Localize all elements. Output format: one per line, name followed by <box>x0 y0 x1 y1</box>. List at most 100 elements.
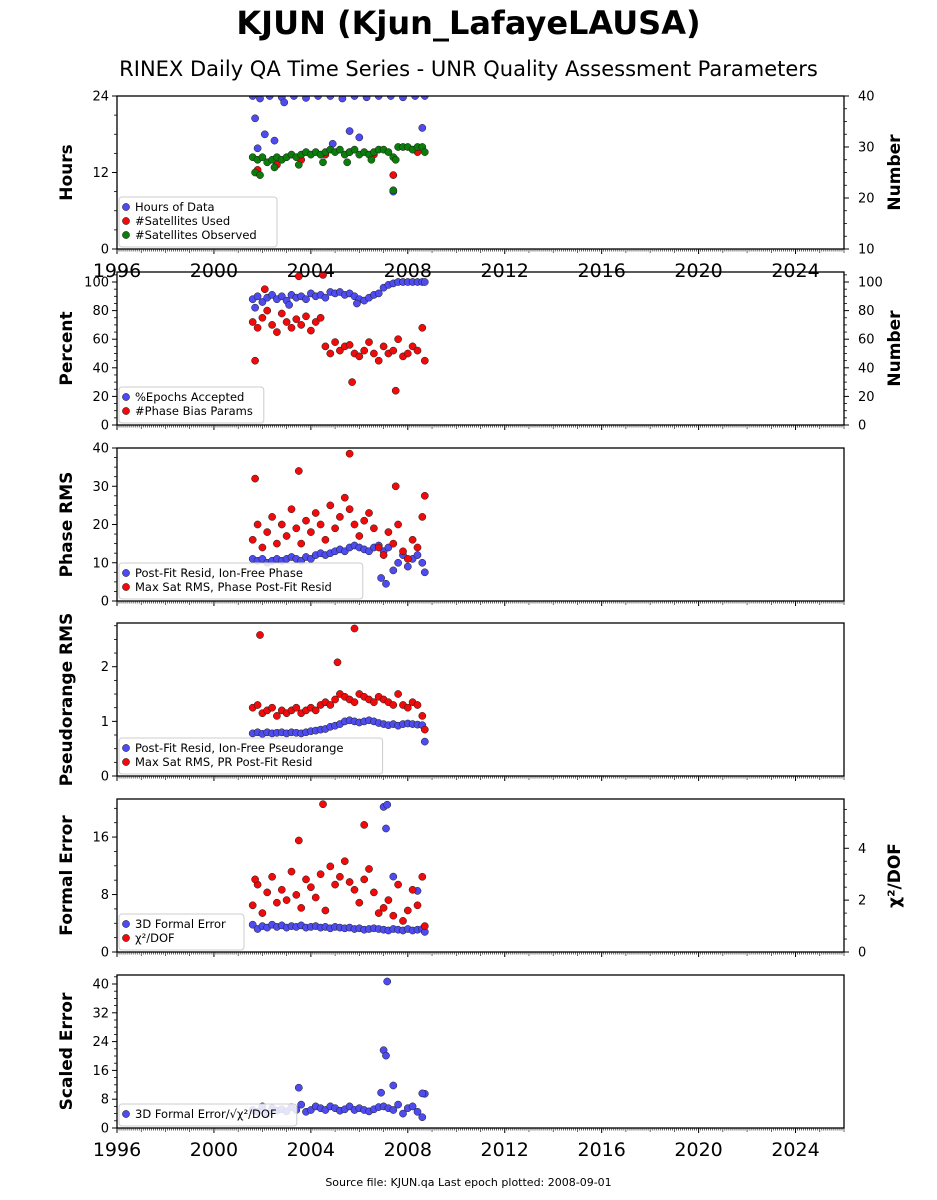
y2-tick-label: 40 <box>858 90 875 105</box>
y2-tick-label: 20 <box>858 390 875 405</box>
y-tick-label: 1 <box>101 715 109 730</box>
legend-marker <box>122 583 130 591</box>
y-tick-label: 0 <box>101 595 109 610</box>
data-point <box>277 520 286 529</box>
chart-panel-2: 0 20 40 60 80 100 0 20 40 60 80 100 Percent Number %Ep… <box>57 271 905 434</box>
y2-tick-label: 20 <box>858 192 875 207</box>
data-point <box>383 800 392 809</box>
data-point <box>389 346 398 355</box>
y2-tick-label: 10 <box>858 243 875 258</box>
x-tick-label: 2024 <box>771 260 819 282</box>
data-point <box>292 703 301 712</box>
y-tick-label: 40 <box>92 361 109 376</box>
data-point <box>360 346 369 355</box>
data-point <box>319 158 327 167</box>
data-point <box>384 148 393 156</box>
data-point <box>418 1113 427 1122</box>
data-point <box>287 323 296 332</box>
data-point <box>394 690 402 698</box>
data-point <box>374 909 383 917</box>
series-2 <box>248 624 429 734</box>
data-point <box>408 885 417 894</box>
legend-box <box>118 196 278 248</box>
y-tick-label: 8 <box>101 1093 109 1108</box>
data-point <box>321 342 330 351</box>
data-point <box>418 124 427 132</box>
y2-tick-label: 30 <box>858 141 875 156</box>
legend-box <box>118 1103 298 1127</box>
data-point <box>377 1088 385 1097</box>
data-point <box>413 701 422 709</box>
y-tick-label: 24 <box>92 1035 109 1050</box>
data-point <box>403 703 412 712</box>
data-point <box>258 543 267 552</box>
data-point <box>273 898 281 907</box>
y-tick-label: 0 <box>101 419 109 434</box>
legend-label: #Phase Bias Params <box>135 404 253 418</box>
data-point <box>263 888 272 897</box>
data-point <box>420 737 429 746</box>
data-point <box>331 695 339 704</box>
data-point <box>294 467 303 475</box>
legend-marker <box>122 744 130 752</box>
data-point <box>365 865 373 873</box>
data-point <box>350 885 359 894</box>
y-tick-label: 40 <box>92 978 109 993</box>
data-point <box>294 272 303 281</box>
data-point <box>273 328 281 336</box>
data-point <box>340 857 349 866</box>
data-point <box>418 872 427 881</box>
source-footer: Source file: KJUN.qa Last epoch plotted:… <box>325 1176 612 1189</box>
data-point <box>389 872 398 881</box>
data-point <box>379 551 388 559</box>
y-tick-label: 100 <box>84 276 109 291</box>
data-point <box>316 870 325 879</box>
y2-axis-label: Number <box>885 310 905 387</box>
data-point <box>374 543 383 552</box>
data-point <box>277 309 286 318</box>
data-point <box>338 96 347 103</box>
data-point <box>270 136 279 145</box>
data-point <box>413 901 422 910</box>
y2-tick-label: 0 <box>858 946 866 961</box>
data-points <box>248 96 429 196</box>
data-point <box>384 896 393 904</box>
data-point <box>277 292 286 301</box>
y-tick-label: 24 <box>92 90 109 105</box>
data-point <box>331 524 339 533</box>
data-point <box>248 318 257 326</box>
data-point <box>350 520 359 529</box>
data-point <box>353 299 361 308</box>
data-point <box>331 338 339 346</box>
data-point <box>248 901 257 910</box>
data-point <box>420 568 429 577</box>
data-point <box>350 698 359 707</box>
data-point <box>399 96 407 102</box>
legend-marker <box>122 758 130 766</box>
y-axis-label: Phase RMS <box>57 472 77 578</box>
data-point <box>394 520 402 529</box>
data-point <box>251 114 259 123</box>
data-point <box>399 917 407 925</box>
data-point <box>311 893 320 902</box>
data-point <box>382 579 390 588</box>
data-point <box>384 528 393 536</box>
data-point <box>403 562 412 571</box>
data-point <box>389 171 398 179</box>
data-point <box>253 144 262 153</box>
data-point <box>355 532 364 540</box>
legend-label: Max Sat RMS, Phase Post-Fit Resid <box>135 580 332 594</box>
data-point <box>302 516 310 525</box>
y-axis-label: Hours <box>57 144 77 201</box>
chart-panel-4: 0 1 2 Pseudorange RMS Post-Fit Resid, Ion-Fr… <box>57 613 845 786</box>
legend-label: %Epochs Accepted <box>135 390 244 404</box>
data-point <box>307 883 315 892</box>
legend-label: 3D Formal Error/√χ²/DOF <box>135 1107 277 1121</box>
data-point <box>326 701 335 709</box>
data-point <box>251 474 259 483</box>
data-point <box>297 1100 306 1109</box>
y2-tick-label: 80 <box>858 304 875 319</box>
data-point <box>389 186 398 195</box>
data-point <box>362 96 371 102</box>
